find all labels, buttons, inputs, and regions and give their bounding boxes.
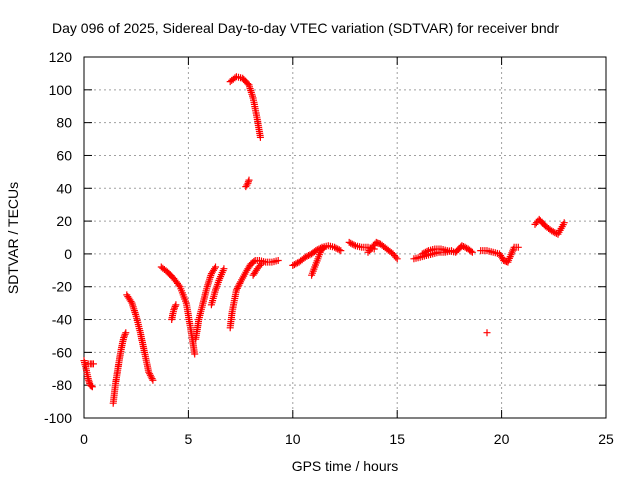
y-tick-label: 20 — [56, 213, 72, 229]
y-tick-label: 120 — [49, 49, 73, 65]
data-point-markers — [84, 360, 97, 368]
y-tick-labels: -100 -80 -60 -40 -20 0 20 40 60 80 100 120 — [44, 49, 72, 426]
x-axis-label: GPS time / hours — [292, 458, 399, 474]
series-arc04 — [123, 291, 157, 384]
series-arc21 — [531, 215, 568, 238]
y-tick-label: 100 — [49, 82, 73, 98]
series-arc18 — [418, 242, 476, 258]
series-arc08 — [207, 265, 228, 309]
y-tick-label: -40 — [52, 312, 72, 328]
data-point-markers — [157, 263, 199, 358]
data-point-markers — [483, 329, 491, 337]
data-point-markers — [364, 238, 401, 263]
series-arc05 — [157, 263, 199, 358]
data-point-markers — [226, 257, 282, 332]
data-point-markers — [308, 243, 328, 279]
y-tick-label: 80 — [56, 115, 72, 131]
series-arc12 — [249, 260, 265, 279]
data-point-markers — [123, 291, 157, 384]
x-tick-labels: 0 5 10 15 20 25 — [80, 431, 614, 447]
x-tick-label: 25 — [598, 431, 614, 447]
y-tick-label: -20 — [52, 279, 72, 295]
data-point-markers — [531, 215, 568, 238]
data-points — [80, 73, 568, 407]
chart-title: Day 096 of 2025, Sidereal Day-to-day VTE… — [52, 20, 559, 36]
data-point-markers — [226, 73, 264, 141]
series-arc19 — [477, 243, 522, 266]
series-arc11 — [242, 176, 253, 191]
x-tick-label: 15 — [389, 431, 405, 447]
x-tick-label: 0 — [80, 431, 88, 447]
y-tick-label: 40 — [56, 180, 72, 196]
data-point-markers — [207, 265, 228, 309]
x-tick-label: 5 — [185, 431, 193, 447]
y-axis-label: SDTVAR / TECUs — [5, 182, 21, 294]
plot-frame — [83, 56, 607, 419]
data-point-markers — [418, 242, 476, 258]
y-tick-label: -60 — [52, 344, 72, 360]
data-point-markers — [249, 260, 265, 279]
y-tick-label: -100 — [44, 410, 72, 426]
data-point-markers — [80, 357, 96, 391]
series-arc10 — [226, 73, 264, 141]
y-tick-label: -80 — [52, 377, 72, 393]
data-point-markers — [192, 263, 219, 343]
data-point-markers — [242, 176, 253, 191]
data-point-markers — [477, 243, 522, 266]
y-tick-label: 0 — [64, 246, 72, 262]
series-arc07 — [192, 263, 219, 343]
series-arc14 — [308, 243, 328, 279]
series-arc09 — [226, 257, 282, 332]
series-arc16 — [364, 238, 401, 263]
grid — [84, 57, 606, 418]
x-tick-label: 20 — [494, 431, 510, 447]
series-arc03 — [109, 329, 130, 407]
data-point-markers — [168, 301, 180, 323]
series-arc02 — [84, 360, 97, 368]
series-arc20 — [483, 329, 491, 337]
y-tick-label: 60 — [56, 147, 72, 163]
data-point-markers — [109, 329, 130, 407]
series-arc06 — [168, 301, 180, 323]
x-tick-label: 10 — [285, 431, 301, 447]
series-arc01 — [80, 357, 96, 391]
axis-ticks — [83, 56, 607, 419]
